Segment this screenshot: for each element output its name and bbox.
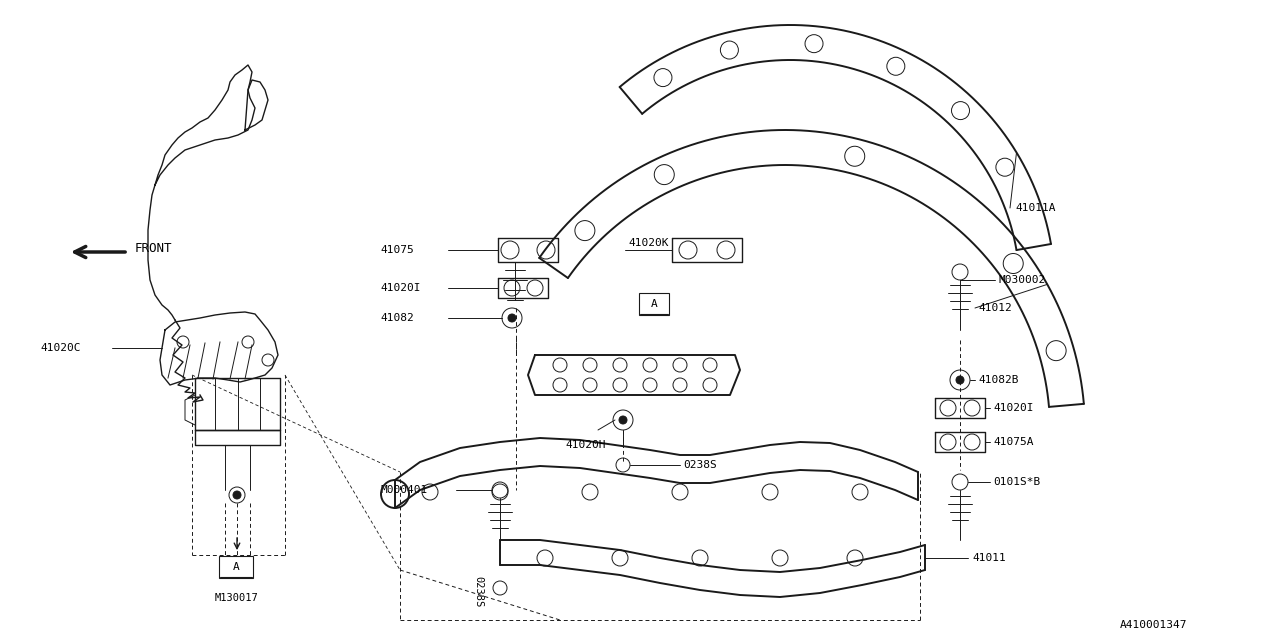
Text: 41011: 41011 — [972, 553, 1006, 563]
Text: 41082: 41082 — [380, 313, 413, 323]
Text: 41020K: 41020K — [628, 238, 668, 248]
Circle shape — [620, 416, 627, 424]
Text: 41082B: 41082B — [978, 375, 1019, 385]
Text: A: A — [650, 299, 658, 309]
Text: M030002: M030002 — [998, 275, 1046, 285]
Text: 41075: 41075 — [380, 245, 413, 255]
Circle shape — [233, 491, 241, 499]
Text: 0238S: 0238S — [684, 460, 717, 470]
Text: 41020I: 41020I — [380, 283, 421, 293]
Text: A: A — [233, 562, 239, 572]
Circle shape — [956, 376, 964, 384]
Text: 41020I: 41020I — [993, 403, 1033, 413]
Circle shape — [508, 314, 516, 322]
Text: M130017: M130017 — [214, 593, 257, 603]
Text: A410001347: A410001347 — [1120, 620, 1188, 630]
Text: 41012: 41012 — [978, 303, 1011, 313]
Text: 41011A: 41011A — [1015, 203, 1056, 213]
Text: 41020C: 41020C — [40, 343, 81, 353]
Text: 0101S*B: 0101S*B — [993, 477, 1041, 487]
Text: M000401: M000401 — [380, 485, 428, 495]
Text: 41075A: 41075A — [993, 437, 1033, 447]
Text: FRONT: FRONT — [134, 241, 173, 255]
Text: 0238S: 0238S — [474, 577, 483, 607]
Text: 41020H: 41020H — [564, 440, 605, 450]
